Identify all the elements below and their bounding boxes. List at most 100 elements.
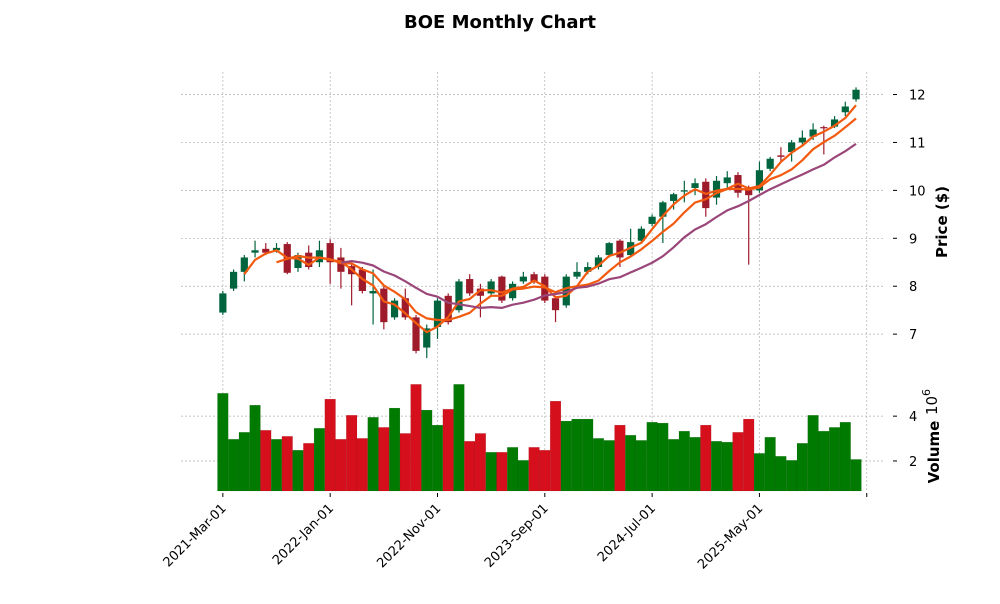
candle-body	[272, 247, 281, 251]
volume-bar	[689, 436, 701, 492]
candle-body	[594, 257, 603, 268]
volume-bar	[227, 438, 240, 492]
candle	[509, 281, 517, 301]
candle	[723, 171, 731, 188]
candle	[777, 147, 785, 162]
volume-bar	[539, 449, 551, 492]
candle-body	[584, 267, 592, 272]
candle	[541, 274, 549, 303]
volume-bar	[399, 433, 411, 492]
volume-axis-label: Volume	[925, 421, 943, 484]
volume-bar	[270, 438, 283, 492]
price-tick-label: 11	[909, 136, 926, 151]
candle-body	[820, 127, 828, 129]
candle-body	[401, 298, 409, 318]
volume-bar	[281, 436, 293, 492]
volume-bar	[625, 434, 637, 492]
candle	[841, 101, 849, 117]
price-axis-label: Price ($)	[933, 186, 951, 258]
candle	[423, 324, 431, 359]
candle-body	[852, 89, 860, 100]
volume-bar	[753, 453, 766, 492]
candle-body	[390, 300, 399, 318]
volume-exponent-label: 106	[920, 389, 941, 415]
candle	[380, 286, 388, 330]
candle-body	[616, 240, 624, 258]
candle-body	[433, 300, 442, 327]
volume-bar	[743, 418, 755, 492]
candle-body	[466, 279, 474, 294]
candle	[745, 185, 753, 265]
moving-average-3-line	[243, 104, 857, 334]
candle-body	[294, 255, 302, 269]
price-tick-label: 10	[909, 184, 926, 199]
candle-body	[788, 142, 796, 153]
candle	[573, 262, 581, 280]
candle-body	[637, 228, 645, 241]
volume-bar	[807, 415, 819, 492]
volume-bar	[775, 456, 787, 492]
volume-bar	[603, 440, 615, 492]
candle-body	[573, 271, 581, 277]
volume-bar	[238, 432, 250, 492]
candle-body	[798, 137, 806, 143]
x-tick-label: 2023-Sep-01	[482, 501, 552, 571]
candle-body	[648, 216, 656, 224]
volume-bar	[410, 384, 422, 492]
volume-bar	[292, 449, 304, 492]
volume-bar	[464, 440, 476, 492]
candle	[627, 228, 635, 258]
candle	[594, 255, 603, 270]
x-tick-label: 2024-Jul-01	[595, 501, 659, 565]
volume-bar	[582, 418, 594, 492]
volume-bar	[721, 441, 733, 492]
candle	[219, 291, 227, 315]
candle-body	[669, 194, 678, 201]
candle-body	[315, 250, 324, 263]
candle-body	[830, 119, 839, 127]
candle	[551, 295, 560, 323]
volume-bar	[496, 451, 508, 492]
volume-bar	[635, 440, 648, 492]
candle	[251, 240, 259, 258]
candle-body	[412, 317, 420, 351]
candle	[798, 130, 806, 145]
candle-body	[541, 276, 549, 301]
volume-bar	[431, 424, 444, 492]
volume-bar	[474, 433, 487, 492]
candle	[433, 298, 442, 339]
candle-body	[240, 257, 248, 272]
candle-body	[380, 288, 388, 323]
candle-body	[551, 298, 560, 311]
candle-body	[530, 274, 538, 282]
candle-body	[519, 276, 527, 282]
volume-bar	[313, 428, 326, 492]
candle	[766, 156, 774, 172]
candle-body	[680, 190, 688, 192]
volume-bar	[378, 427, 390, 492]
candle-body	[219, 293, 227, 313]
volume-bar	[657, 422, 669, 492]
x-tick-label: 2022-Jan-01	[270, 501, 337, 568]
candle-body	[455, 281, 463, 311]
price-tick-label: 12	[909, 89, 926, 104]
volume-bar	[549, 400, 562, 492]
candle	[326, 239, 334, 284]
volume-bar	[506, 447, 519, 492]
volume-bar	[217, 393, 229, 492]
volume-bar	[528, 447, 540, 492]
candle	[487, 279, 495, 296]
candle-body	[251, 250, 259, 253]
candle-body	[487, 281, 495, 294]
candle	[680, 180, 688, 203]
volume-bar	[678, 430, 690, 492]
candle-body	[605, 243, 613, 256]
volume-bar	[560, 420, 572, 492]
candle	[691, 178, 699, 196]
candle	[390, 298, 399, 320]
volume-bar	[786, 460, 798, 492]
moving-average-6-line	[276, 117, 857, 322]
candle	[648, 214, 656, 227]
volume-bar	[346, 415, 358, 492]
